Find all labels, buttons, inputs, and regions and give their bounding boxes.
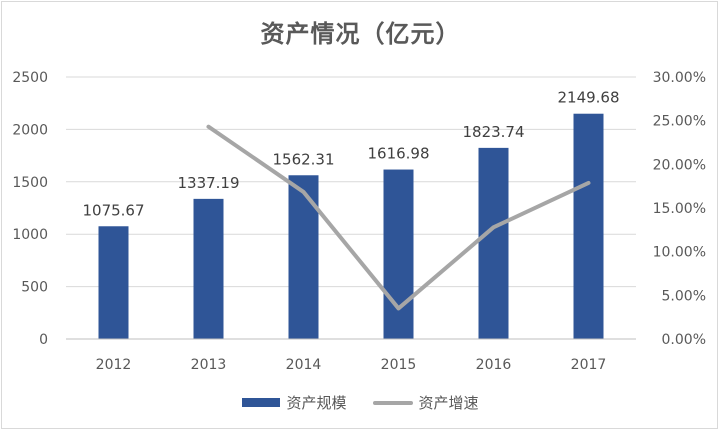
bar bbox=[573, 113, 604, 340]
bar bbox=[478, 147, 509, 339]
data-label: 1075.67 bbox=[82, 201, 144, 219]
legend: 资产规模 资产增速 bbox=[0, 392, 721, 413]
y-left-tick-label: 1000 bbox=[12, 227, 48, 243]
chart-title: 资产情况（亿元） bbox=[260, 20, 461, 48]
x-tick-label: 2015 bbox=[381, 357, 417, 373]
y-right-tick-label: 0.00% bbox=[662, 332, 706, 348]
y-right-tick-label: 15.00% bbox=[653, 201, 706, 217]
data-labels: 1075.67 1337.19 1562.31 1616.98 1823.74 2149.… bbox=[82, 89, 619, 220]
data-label: 1562.31 bbox=[272, 150, 334, 168]
y-left-tick-label: 500 bbox=[21, 280, 48, 296]
legend-item-line: 资产增速 bbox=[372, 392, 479, 413]
y-right-tick-label: 10.00% bbox=[653, 245, 706, 261]
y-right-tick-label: 30.00% bbox=[653, 70, 706, 86]
x-tick-label: 2012 bbox=[96, 357, 132, 373]
x-tick-label: 2017 bbox=[571, 357, 607, 373]
legend-swatch-line bbox=[372, 400, 413, 405]
y-left-tick-label: 2000 bbox=[12, 122, 48, 138]
legend-item-bar: 资产规模 bbox=[242, 392, 347, 413]
bar bbox=[288, 175, 319, 339]
x-tick-label: 2013 bbox=[191, 357, 227, 373]
y-right-tick-label: 20.00% bbox=[653, 157, 706, 173]
x-tick-label: 2016 bbox=[476, 357, 512, 373]
legend-label-line: 资产增速 bbox=[418, 394, 479, 412]
bar-series bbox=[98, 113, 604, 340]
y-right-tick-label: 25.00% bbox=[653, 114, 706, 130]
y-left-tick-label: 2500 bbox=[12, 70, 48, 86]
data-label: 1616.98 bbox=[367, 145, 429, 163]
line-series bbox=[206, 124, 591, 311]
bar bbox=[193, 198, 224, 339]
y-right-tick-label: 5.00% bbox=[662, 288, 706, 304]
bar bbox=[98, 226, 129, 339]
gridlines bbox=[66, 76, 636, 288]
data-label: 1337.19 bbox=[177, 174, 239, 192]
data-label: 2149.68 bbox=[557, 89, 619, 107]
bar bbox=[383, 169, 414, 339]
data-label: 1823.74 bbox=[462, 123, 524, 141]
axes: 0 500 1000 1500 2000 2500 0.00% 5.00% 10.00% 15.0… bbox=[12, 70, 706, 373]
legend-label-bar: 资产规模 bbox=[286, 394, 347, 412]
y-left-tick-label: 0 bbox=[39, 332, 48, 348]
legend-swatch-bar bbox=[242, 398, 281, 407]
y-left-tick-label: 1500 bbox=[12, 175, 48, 191]
x-tick-label: 2014 bbox=[286, 357, 322, 373]
